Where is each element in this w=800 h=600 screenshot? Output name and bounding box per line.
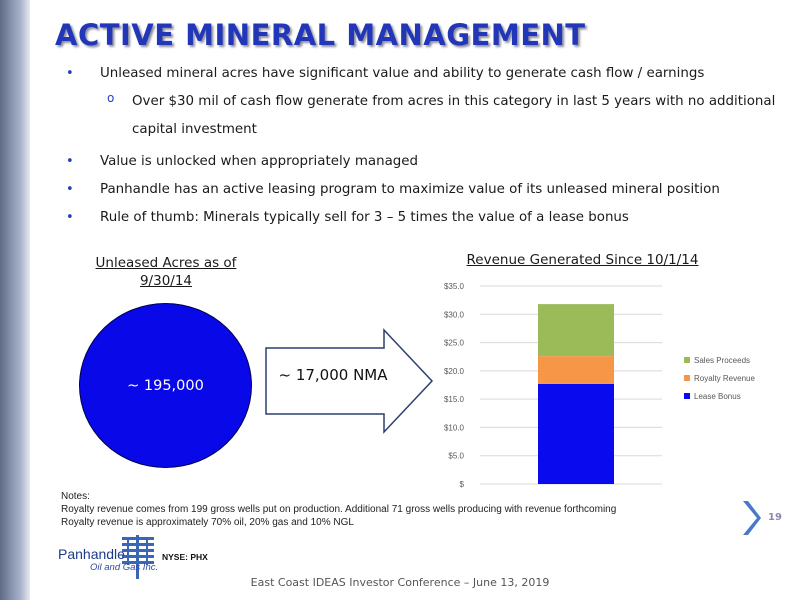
bullet-list: • Unleased mineral acres have significan… [66,64,776,236]
bullet-text: Unleased mineral acres have significant … [100,66,705,81]
notes: Notes: Royalty revenue comes from 199 gr… [61,490,616,529]
chart-title: Revenue Generated Since 10/1/14 [466,252,699,268]
y-tick-label: $15.0 [444,395,465,404]
bullet-marker: • [66,66,74,81]
bar-segment [538,356,614,384]
acres-circle-value: ~ 195,000 [127,377,204,394]
legend-label: Royalty Revenue [694,374,755,383]
y-tick-label: $35.0 [444,282,465,291]
bullet-item: • Value is unlocked when appropriately m… [66,152,776,172]
notes-line: Royalty revenue is approximately 70% oil… [61,517,354,528]
sub-bullet-item: o Over $30 mil of cash flow generate fro… [66,88,776,144]
revenue-chart: $ $5.0 $10.0 $15.0 $20.0 $25.0 $30.0 $35.0 Sales… [444,282,756,489]
y-tick-label: $25.0 [444,339,465,348]
y-tick-label: $20.0 [444,367,465,376]
ticker: NYSE: PHX [162,552,208,562]
sub-bullet-text: Over $30 mil of cash flow generate from … [132,94,776,137]
y-tick-label: $30.0 [444,310,465,319]
bar-segment [538,304,614,357]
page-number: 19 [768,512,782,523]
legend-label: Sales Proceeds [694,356,750,365]
unleased-acres-title: Unleased Acres as of 9/30/14 [95,255,237,289]
bullet-marker: • [66,154,74,169]
logo-name: Panhandle [58,546,125,562]
sub-bullet-marker: o [107,91,115,105]
bullet-text: Panhandle has an active leasing program … [100,182,720,197]
bullet-marker: • [66,182,74,197]
bullet-text: Value is unlocked when appropriately man… [100,154,419,169]
y-tick-label: $10.0 [444,423,465,432]
chevron-right-icon [743,501,761,535]
arrow-label: ~ 17,000 NMA [278,366,388,384]
notes-line: Royalty revenue comes from 199 gross wel… [61,504,617,515]
logo-subtitle: Oil and Gas Inc. [90,562,159,573]
footer: East Coast IDEAS Investor Conference – J… [250,576,550,589]
bar-segment [538,383,614,484]
right-arrow-shape [265,328,434,434]
slide-title: ACTIVE MINERAL MANAGEMENT [55,18,586,52]
legend-swatch [684,375,690,381]
legend-swatch [684,357,690,363]
bullet-text: Rule of thumb: Minerals typically sell f… [100,210,629,225]
acres-circle [79,303,252,468]
legend-swatch [684,393,690,399]
bullet-item: • Rule of thumb: Minerals typically sell… [66,208,776,228]
y-tick-label: $5.0 [448,452,464,461]
notes-heading: Notes: [61,491,90,502]
y-tick-label: $ [460,480,465,489]
bullet-item: • Panhandle has an active leasing progra… [66,180,776,200]
legend-label: Lease Bonus [694,392,741,401]
bullet-item: • Unleased mineral acres have significan… [66,64,776,84]
bullet-marker: • [66,210,74,225]
left-accent-bar [0,0,30,600]
panhandle-logo-icon [122,535,154,579]
